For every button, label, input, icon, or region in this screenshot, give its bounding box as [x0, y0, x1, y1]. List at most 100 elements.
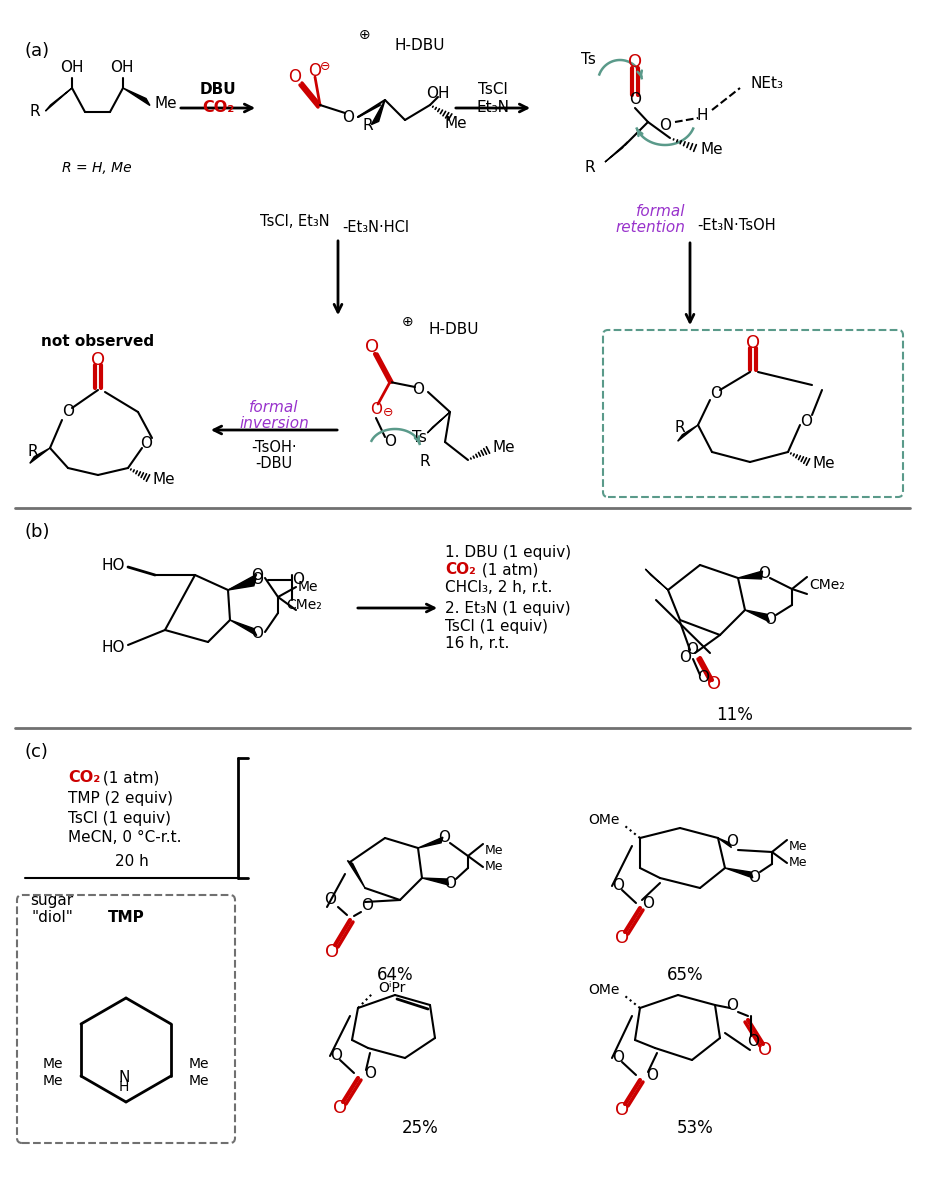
Text: Me: Me: [298, 580, 318, 594]
Text: ⊖: ⊖: [383, 405, 393, 418]
Text: (c): (c): [25, 743, 49, 761]
Text: H-DBU: H-DBU: [428, 323, 478, 337]
Polygon shape: [605, 142, 627, 162]
Text: CMe₂: CMe₂: [809, 578, 845, 592]
Text: O: O: [62, 405, 74, 419]
Text: TsCl: TsCl: [478, 82, 508, 98]
Text: O: O: [748, 871, 760, 885]
Text: O: O: [679, 649, 691, 665]
Polygon shape: [427, 412, 450, 434]
Text: (1 atm): (1 atm): [477, 562, 538, 578]
Text: (1 atm): (1 atm): [98, 771, 159, 786]
Text: TMP (2 equiv): TMP (2 equiv): [68, 791, 173, 805]
Text: CO₂: CO₂: [68, 771, 100, 786]
Text: O: O: [292, 573, 304, 587]
Text: OⁱPr: OⁱPr: [378, 981, 405, 994]
Text: O: O: [251, 568, 263, 584]
Text: R: R: [363, 118, 374, 132]
Text: TsCl (1 equiv): TsCl (1 equiv): [445, 618, 548, 634]
Text: not observed: not observed: [42, 335, 154, 349]
Text: (b): (b): [25, 523, 51, 541]
Text: O: O: [764, 612, 776, 628]
Text: inversion: inversion: [240, 417, 309, 431]
Text: O: O: [628, 54, 642, 71]
Text: OH: OH: [60, 61, 84, 75]
Polygon shape: [348, 861, 365, 888]
Text: R: R: [30, 105, 40, 119]
Text: CO₂: CO₂: [202, 100, 234, 114]
Text: R: R: [420, 455, 430, 469]
Text: TsCl, Et₃N: TsCl, Et₃N: [260, 214, 330, 230]
Text: O: O: [726, 998, 738, 1012]
Text: 2. Et₃N (1 equiv): 2. Et₃N (1 equiv): [445, 600, 571, 616]
Text: Me: Me: [189, 1056, 210, 1071]
Text: O: O: [289, 68, 302, 86]
Polygon shape: [228, 578, 256, 590]
Polygon shape: [646, 569, 668, 590]
Text: OH: OH: [426, 86, 450, 100]
Text: Ts: Ts: [412, 430, 426, 444]
Text: O: O: [140, 436, 152, 451]
Text: CHCl₃, 2 h, r.t.: CHCl₃, 2 h, r.t.: [445, 580, 552, 596]
Text: O: O: [726, 835, 738, 849]
Text: 25%: 25%: [401, 1120, 438, 1137]
Text: Me: Me: [155, 96, 178, 112]
Text: 53%: 53%: [676, 1120, 713, 1137]
Text: 16 h, r.t.: 16 h, r.t.: [445, 636, 510, 651]
Text: O: O: [412, 382, 424, 398]
Text: O: O: [612, 879, 624, 893]
Text: O: O: [710, 386, 722, 400]
Polygon shape: [422, 878, 449, 885]
Text: O: O: [758, 566, 770, 580]
Text: Me: Me: [789, 856, 808, 869]
Text: H: H: [118, 1080, 130, 1095]
Text: N: N: [118, 1070, 130, 1085]
Text: OMe: OMe: [588, 813, 620, 827]
Polygon shape: [725, 868, 753, 878]
Text: O: O: [707, 675, 722, 693]
Polygon shape: [678, 425, 698, 441]
Text: O: O: [629, 93, 641, 107]
Text: O: O: [384, 435, 396, 449]
Polygon shape: [228, 574, 256, 590]
Text: R: R: [585, 161, 596, 175]
Text: O: O: [309, 62, 322, 80]
Text: ⊕: ⊕: [402, 314, 413, 329]
Text: OMe: OMe: [588, 983, 620, 997]
Text: O: O: [91, 351, 105, 369]
Text: O: O: [330, 1048, 342, 1064]
Text: O: O: [364, 1066, 376, 1080]
Text: sugar: sugar: [31, 892, 74, 908]
Text: formal: formal: [635, 205, 685, 219]
Text: OH: OH: [110, 61, 134, 75]
Text: retention: retention: [615, 220, 685, 236]
Text: H-DBU: H-DBU: [395, 38, 446, 54]
Text: Me: Me: [152, 473, 175, 487]
Text: O: O: [324, 892, 336, 906]
Text: Me: Me: [189, 1074, 210, 1089]
Text: CMe₂: CMe₂: [286, 598, 322, 612]
Polygon shape: [230, 621, 257, 636]
Text: H: H: [697, 108, 708, 124]
Text: Me: Me: [789, 840, 808, 853]
Text: HO: HO: [102, 641, 125, 655]
Text: NEt₃: NEt₃: [750, 75, 783, 91]
Text: O: O: [659, 118, 671, 132]
Polygon shape: [371, 100, 385, 125]
Text: Me: Me: [485, 843, 503, 856]
Text: MeCN, 0 °C-r.t.: MeCN, 0 °C-r.t.: [68, 830, 181, 846]
Text: O: O: [438, 830, 450, 846]
Polygon shape: [45, 88, 72, 111]
Text: "diol": "diol": [31, 910, 73, 925]
Text: 11%: 11%: [717, 706, 754, 724]
Text: O: O: [615, 929, 629, 947]
Text: O: O: [758, 1041, 772, 1059]
Text: O: O: [747, 1035, 759, 1049]
Text: O: O: [646, 1067, 658, 1083]
Text: CO₂: CO₂: [445, 562, 475, 578]
Text: -Et₃N·HCl: -Et₃N·HCl: [342, 220, 409, 236]
Polygon shape: [30, 448, 50, 463]
Text: 20 h: 20 h: [115, 854, 149, 869]
Text: Me: Me: [445, 116, 468, 131]
Text: -TsOH·: -TsOH·: [252, 441, 297, 455]
